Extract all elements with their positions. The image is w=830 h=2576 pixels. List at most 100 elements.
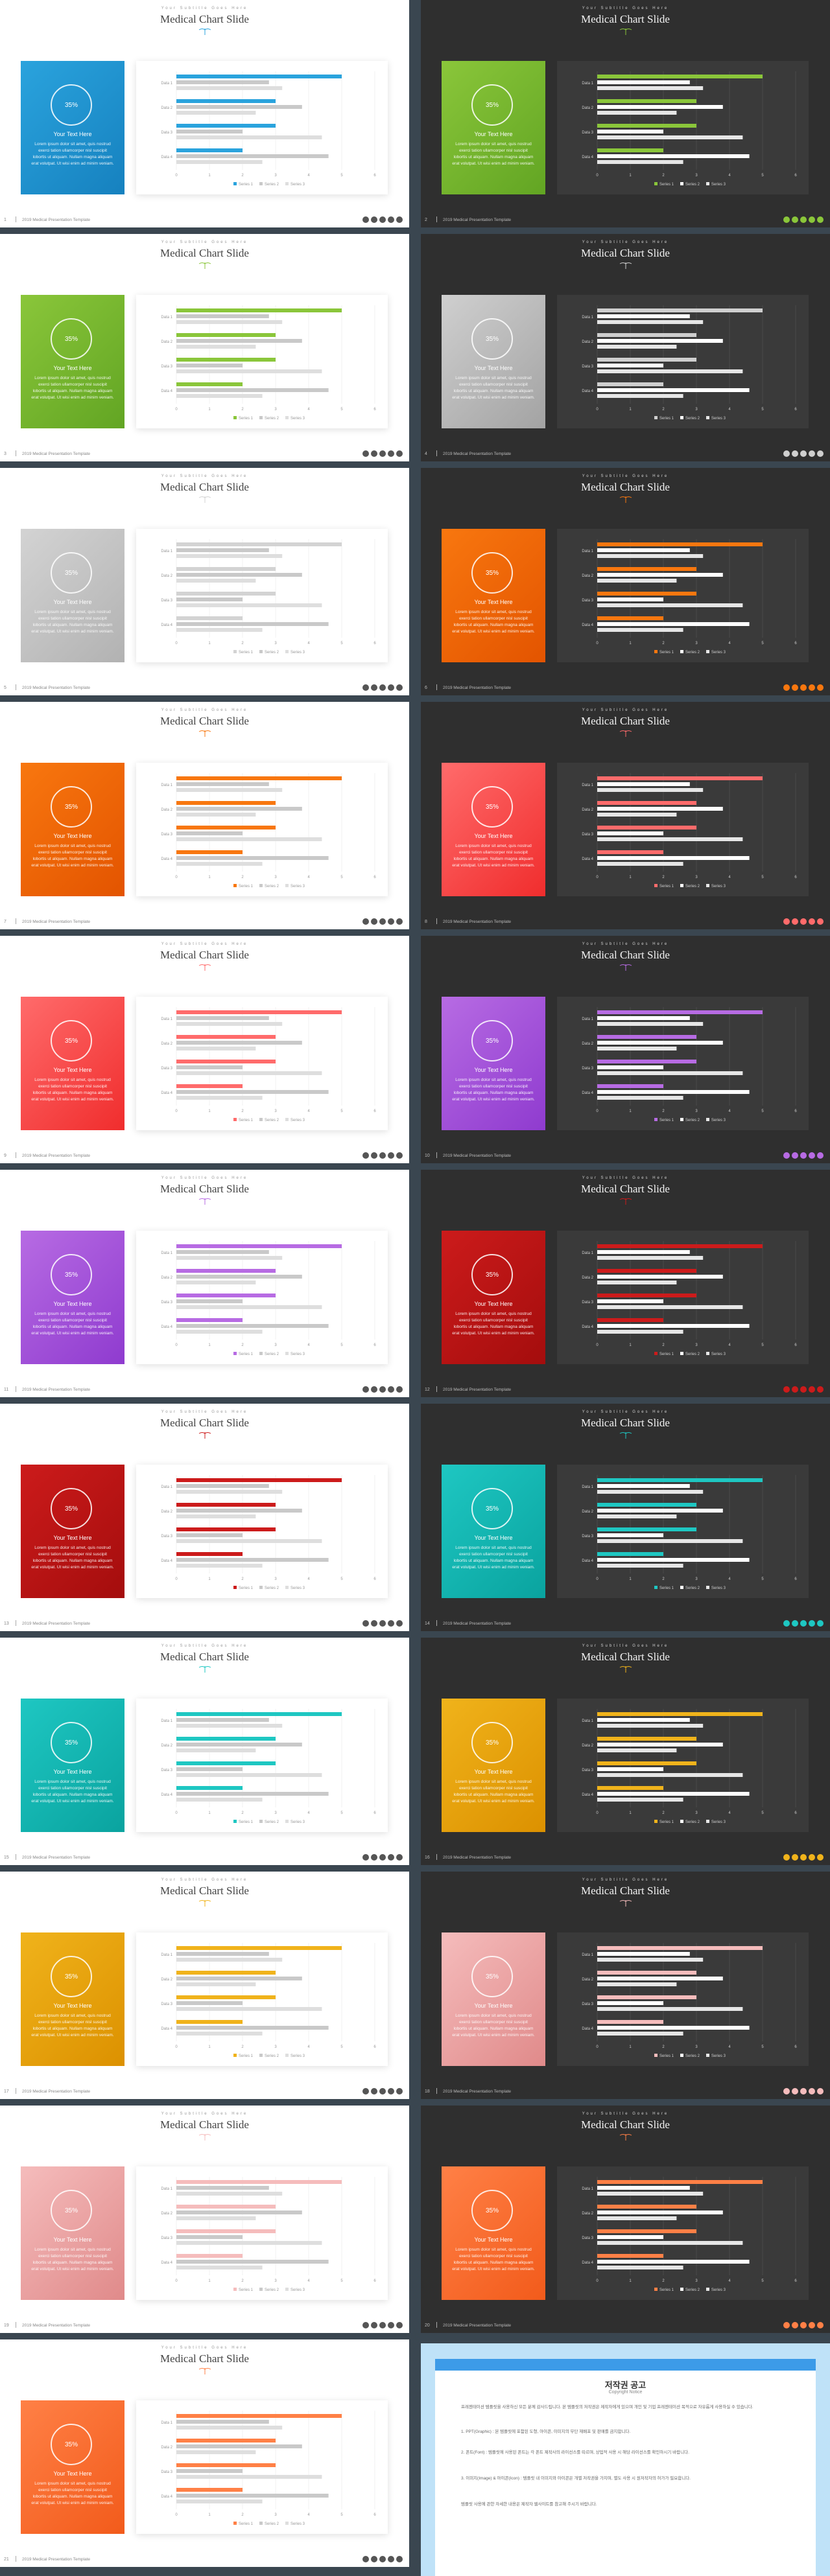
nav-dot-button[interactable]	[379, 2322, 386, 2328]
nav-dot-button[interactable]	[396, 450, 403, 457]
nav-dot-button[interactable]	[817, 918, 824, 925]
nav-dot-button[interactable]	[783, 2322, 790, 2328]
nav-dot-button[interactable]	[371, 1854, 377, 1861]
nav-dot-button[interactable]	[800, 918, 807, 925]
slide[interactable]: Your Subtitle Goes Here Medical Chart Sli…	[421, 1638, 830, 1865]
nav-dot-button[interactable]	[388, 918, 394, 925]
nav-dot-button[interactable]	[396, 2556, 403, 2562]
nav-dot-button[interactable]	[388, 2556, 394, 2562]
nav-dot-button[interactable]	[809, 450, 815, 457]
nav-dot-button[interactable]	[792, 2322, 798, 2328]
nav-dot-button[interactable]	[783, 216, 790, 223]
nav-dot-button[interactable]	[388, 2088, 394, 2094]
nav-dot-button[interactable]	[379, 1854, 386, 1861]
slide[interactable]: Your Subtitle Goes Here Medical Chart Sli…	[421, 936, 830, 1163]
nav-dot-button[interactable]	[396, 2088, 403, 2094]
nav-dot-button[interactable]	[371, 1152, 377, 1159]
slide[interactable]: Your Subtitle Goes Here Medical Chart Sli…	[0, 0, 409, 227]
nav-dot-button[interactable]	[362, 684, 369, 691]
nav-dot-button[interactable]	[371, 216, 377, 223]
nav-dot-button[interactable]	[800, 1620, 807, 1627]
nav-dot-button[interactable]	[379, 1386, 386, 1393]
nav-dot-button[interactable]	[379, 1620, 386, 1627]
nav-dot-button[interactable]	[809, 2322, 815, 2328]
nav-dot-button[interactable]	[379, 918, 386, 925]
nav-dot-button[interactable]	[792, 684, 798, 691]
nav-dot-button[interactable]	[362, 1854, 369, 1861]
slide[interactable]: Your Subtitle Goes Here Medical Chart Sli…	[0, 2339, 409, 2567]
nav-dot-button[interactable]	[371, 2322, 377, 2328]
nav-dot-button[interactable]	[379, 2556, 386, 2562]
nav-dot-button[interactable]	[792, 918, 798, 925]
slide[interactable]: Your Subtitle Goes Here Medical Chart Sli…	[421, 0, 830, 227]
nav-dot-button[interactable]	[362, 216, 369, 223]
nav-dot-button[interactable]	[800, 450, 807, 457]
slide[interactable]: Your Subtitle Goes Here Medical Chart Sli…	[421, 702, 830, 929]
nav-dot-button[interactable]	[783, 2088, 790, 2094]
nav-dot-button[interactable]	[362, 1620, 369, 1627]
nav-dot-button[interactable]	[371, 684, 377, 691]
slide[interactable]: Your Subtitle Goes Here Medical Chart Sli…	[421, 234, 830, 461]
nav-dot-button[interactable]	[809, 918, 815, 925]
nav-dot-button[interactable]	[362, 2088, 369, 2094]
nav-dot-button[interactable]	[809, 216, 815, 223]
nav-dot-button[interactable]	[371, 2556, 377, 2562]
nav-dot-button[interactable]	[783, 450, 790, 457]
slide[interactable]: Your Subtitle Goes Here Medical Chart Sli…	[421, 1404, 830, 1631]
nav-dot-button[interactable]	[817, 1854, 824, 1861]
nav-dot-button[interactable]	[783, 1386, 790, 1393]
nav-dot-button[interactable]	[379, 450, 386, 457]
nav-dot-button[interactable]	[792, 1854, 798, 1861]
nav-dot-button[interactable]	[783, 684, 790, 691]
nav-dot-button[interactable]	[792, 1386, 798, 1393]
nav-dot-button[interactable]	[396, 2322, 403, 2328]
nav-dot-button[interactable]	[817, 2088, 824, 2094]
slide[interactable]: Your Subtitle Goes Here Medical Chart Sli…	[0, 234, 409, 461]
nav-dot-button[interactable]	[800, 1386, 807, 1393]
nav-dot-button[interactable]	[362, 2556, 369, 2562]
nav-dot-button[interactable]	[371, 1620, 377, 1627]
nav-dot-button[interactable]	[800, 216, 807, 223]
nav-dot-button[interactable]	[362, 918, 369, 925]
nav-dot-button[interactable]	[388, 1386, 394, 1393]
nav-dot-button[interactable]	[379, 2088, 386, 2094]
nav-dot-button[interactable]	[362, 1152, 369, 1159]
slide[interactable]: Your Subtitle Goes Here Medical Chart Sli…	[421, 468, 830, 695]
nav-dot-button[interactable]	[809, 2088, 815, 2094]
nav-dot-button[interactable]	[809, 1854, 815, 1861]
nav-dot-button[interactable]	[783, 1854, 790, 1861]
nav-dot-button[interactable]	[388, 684, 394, 691]
slide[interactable]: Your Subtitle Goes Here Medical Chart Sli…	[0, 702, 409, 929]
nav-dot-button[interactable]	[388, 216, 394, 223]
nav-dot-button[interactable]	[396, 918, 403, 925]
nav-dot-button[interactable]	[396, 1386, 403, 1393]
nav-dot-button[interactable]	[800, 1152, 807, 1159]
nav-dot-button[interactable]	[362, 2322, 369, 2328]
nav-dot-button[interactable]	[371, 1386, 377, 1393]
nav-dot-button[interactable]	[792, 216, 798, 223]
nav-dot-button[interactable]	[783, 1152, 790, 1159]
slide[interactable]: Your Subtitle Goes Here Medical Chart Sli…	[421, 1170, 830, 1397]
nav-dot-button[interactable]	[362, 450, 369, 457]
slide[interactable]: Your Subtitle Goes Here Medical Chart Sli…	[0, 1872, 409, 2099]
nav-dot-button[interactable]	[388, 450, 394, 457]
nav-dot-button[interactable]	[388, 1854, 394, 1861]
slide[interactable]: Your Subtitle Goes Here Medical Chart Sli…	[0, 1404, 409, 1631]
nav-dot-button[interactable]	[817, 450, 824, 457]
nav-dot-button[interactable]	[817, 1620, 824, 1627]
nav-dot-button[interactable]	[388, 1620, 394, 1627]
nav-dot-button[interactable]	[800, 684, 807, 691]
slide[interactable]: Your Subtitle Goes Here Medical Chart Sli…	[0, 468, 409, 695]
slide[interactable]: Your Subtitle Goes Here Medical Chart Sli…	[0, 936, 409, 1163]
nav-dot-button[interactable]	[396, 684, 403, 691]
slide[interactable]: Your Subtitle Goes Here Medical Chart Sli…	[0, 1170, 409, 1397]
nav-dot-button[interactable]	[396, 1152, 403, 1159]
nav-dot-button[interactable]	[792, 450, 798, 457]
nav-dot-button[interactable]	[379, 684, 386, 691]
slide[interactable]: Your Subtitle Goes Here Medical Chart Sli…	[0, 1638, 409, 1865]
nav-dot-button[interactable]	[817, 2322, 824, 2328]
nav-dot-button[interactable]	[362, 1386, 369, 1393]
nav-dot-button[interactable]	[379, 1152, 386, 1159]
nav-dot-button[interactable]	[792, 1152, 798, 1159]
nav-dot-button[interactable]	[396, 216, 403, 223]
